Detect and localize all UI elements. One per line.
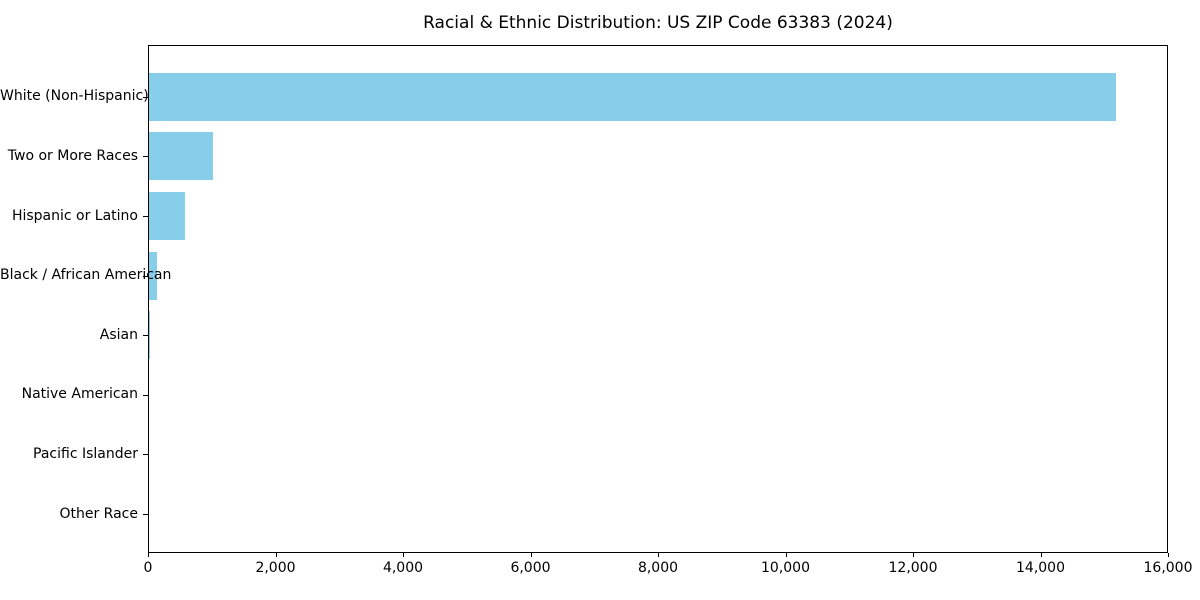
x-tick-label-6000: 6,000 [510, 560, 551, 576]
chart-title: Racial & Ethnic Distribution: US ZIP Cod… [423, 13, 893, 33]
y-tick-native-american [143, 394, 148, 396]
bar-white-non-hispanic [149, 72, 1117, 121]
y-tick-hispanic-or-latino [143, 216, 148, 217]
y-tick-black-african-american [143, 275, 148, 277]
bar-two-or-more-races [149, 132, 213, 181]
x-tick-14000 [1040, 553, 1042, 557]
y-label-hispanic-or-latino: Hispanic or Latino [11, 207, 138, 224]
y-label-pacific-islander: Pacific Islander [33, 445, 138, 462]
y-label-two-or-more-races: Two or More Races [7, 147, 138, 164]
y-tick-white-non-hispanic [143, 96, 148, 98]
bar-hispanic-or-latino [149, 192, 186, 240]
plot-area [148, 45, 1168, 553]
x-tick-6000 [530, 553, 532, 557]
x-tick-12000 [913, 553, 914, 557]
x-tick-label-16000: 16,000 [1143, 560, 1193, 576]
x-tick-label-10000: 10,000 [761, 560, 810, 576]
x-tick-label-14000: 14,000 [1016, 560, 1065, 576]
y-label-other-race: Other Race [59, 505, 138, 522]
x-tick-label-4000: 4,000 [382, 560, 424, 576]
x-tick-label-2000: 2,000 [255, 560, 296, 576]
x-tick-8000 [658, 553, 659, 557]
y-label-native-american: Native American [21, 386, 138, 403]
bar-black-african-american [149, 251, 157, 300]
y-tick-other-race [143, 514, 148, 515]
y-tick-two-or-more-races [143, 156, 148, 158]
x-tick-label-12000: 12,000 [888, 560, 938, 576]
x-tick-10000 [785, 553, 787, 557]
x-tick-label-8000: 8,000 [637, 560, 679, 576]
y-tick-pacific-islander [143, 454, 148, 456]
x-tick-4000 [403, 553, 404, 557]
y-label-white-non-hispanic: White (Non-Hispanic) [0, 88, 149, 105]
x-tick-0 [148, 553, 149, 557]
bar-asian [149, 311, 151, 360]
y-tick-asian [143, 335, 148, 337]
x-tick-label-0: 0 [143, 560, 153, 576]
x-tick-2000 [275, 553, 277, 557]
y-label-black-african-american: Black / African American [0, 267, 172, 284]
x-tick-16000 [1168, 553, 1169, 557]
y-label-asian: Asian [99, 326, 138, 343]
